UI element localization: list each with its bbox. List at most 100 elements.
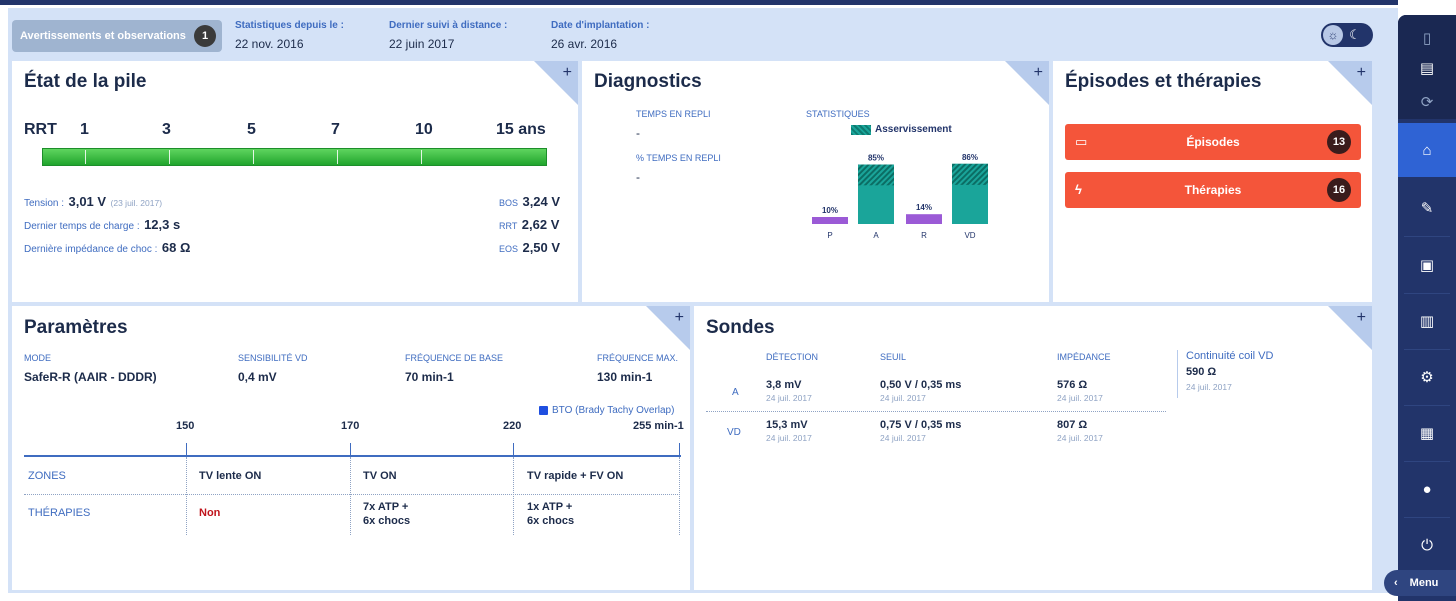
stats-icon[interactable]: ▥ <box>1419 313 1435 330</box>
warnings-label: Avertissements et observations <box>20 30 186 42</box>
ecg-icon: ▭ <box>1075 134 1088 149</box>
lead-a-threshold-date: 24 juil. 2017 <box>880 393 926 403</box>
base-rate-label: FRÉQUENCE DE BASE <box>405 353 504 363</box>
statistics-bar-chart: 10% P 85% A 14% R 86% VD <box>812 153 988 240</box>
diagnostics-title: Diagnostics <box>594 71 702 92</box>
episodes-count-badge: 13 <box>1327 130 1351 154</box>
expand-plus-icon[interactable]: + <box>562 64 572 81</box>
bos-row: BOS 3,24 V <box>499 193 560 211</box>
panel-corner <box>1328 61 1372 105</box>
sensitivity-value: 0,4 mV <box>238 370 277 384</box>
data-label-vd: 86% <box>962 153 978 162</box>
charge-time-label: Dernier temps de charge : <box>24 221 140 232</box>
chart-legend: Asservissement <box>851 124 952 135</box>
sensitivity-label: SENSIBILITÉ VD <box>238 353 308 363</box>
episodes-button[interactable]: ▭ Épisodes 13 <box>1065 124 1361 160</box>
user-icon[interactable]: ● <box>1422 480 1432 498</box>
charge-time-value: 12,3 s <box>144 217 181 232</box>
lead-a-detection: 3,8 mV <box>766 379 802 391</box>
lead-row-vd-chamber: VD <box>727 427 741 438</box>
fallback-pct-label: % TEMPS EN REPLI <box>636 153 721 163</box>
bar-hatch-vd <box>952 163 988 185</box>
print-icon[interactable]: ▤ <box>1419 60 1435 77</box>
leads-title: Sondes <box>706 317 775 338</box>
rate-scale-170: 170 <box>341 420 360 432</box>
implant-date-field: Date d'implantation : 26 avr. 2016 <box>551 20 650 51</box>
shock-impedance-row: Dernière impédance de choc : 68 Ω <box>24 239 190 257</box>
fallback-pct-value: - <box>636 170 640 184</box>
sync-icon[interactable]: ⟳ <box>1420 94 1434 111</box>
theme-toggle[interactable]: ☼ ☾ <box>1321 23 1373 47</box>
therapies-button[interactable]: ϟ Thérapies 16 <box>1065 172 1361 208</box>
warnings-count-badge: 1 <box>194 25 216 47</box>
parameters-title: Paramètres <box>24 317 128 338</box>
rate-scale-255: 255 min-1 <box>633 420 684 432</box>
data-label-a: 85% <box>868 154 884 163</box>
zone-slow-vt: TV lente ON <box>199 470 262 482</box>
tick-label-r: R <box>921 231 927 240</box>
battery-scale-label: RRT <box>24 121 57 138</box>
implant-date-label: Date d'implantation : <box>551 20 650 31</box>
battery-scale-label: 7 <box>331 121 340 138</box>
eos-row: EOS 2,50 V <box>499 239 560 257</box>
parameters-panel: + <box>12 306 690 590</box>
lead-a-impedance: 576 Ω <box>1057 379 1088 391</box>
coil-continuity-value: 590 Ω <box>1186 366 1217 378</box>
expand-plus-icon[interactable]: + <box>1033 64 1043 81</box>
lightning-icon: ϟ <box>1075 182 1082 197</box>
col-impedance: IMPÉDANCE <box>1057 352 1111 362</box>
eos-label: EOS <box>499 244 519 254</box>
leads-panel: + <box>694 306 1372 590</box>
expand-plus-icon[interactable]: + <box>674 309 684 326</box>
rate-axis-line <box>24 455 681 457</box>
stats-since-field: Statistiques depuis le : 22 nov. 2016 <box>235 20 344 51</box>
battery-scale: RRT 1 3 5 7 10 15 ans <box>24 121 1432 141</box>
menu-toggle-button[interactable]: ‹ Menu <box>1384 570 1456 596</box>
legend-swatch <box>851 124 871 135</box>
home-icon[interactable]: ⌂ <box>1398 123 1456 177</box>
voltage-date: (23 juil. 2017) <box>110 198 163 208</box>
voltage-row: Tension : 3,01 V (23 juil. 2017) <box>24 193 162 211</box>
warnings-button[interactable]: Avertissements et observations 1 <box>12 20 222 52</box>
battery-scale-label: 15 ans <box>496 121 546 138</box>
bar-hatch-a <box>858 164 894 186</box>
panel-corner <box>1005 61 1049 105</box>
lead-vd-detection-date: 24 juil. 2017 <box>766 433 812 443</box>
therapy-slow-vt: Non <box>199 507 221 519</box>
expand-plus-icon[interactable]: + <box>1356 309 1366 326</box>
bar-r <box>906 214 942 224</box>
lead-vd-impedance-date: 24 juil. 2017 <box>1057 433 1103 443</box>
therapy-vt: 7x ATP + 6x chocs <box>363 501 411 527</box>
rate-scale-220: 220 <box>503 420 522 432</box>
remote-followup-label: Dernier suivi à distance : <box>389 20 508 31</box>
episodes-icon[interactable]: ▣ <box>1419 257 1435 274</box>
document-icon[interactable]: ▯ <box>1422 30 1432 47</box>
mode-label: MODE <box>24 353 51 363</box>
battery-level-bar <box>42 148 547 166</box>
bos-value: 3,24 V <box>522 194 561 209</box>
tick-label-a: A <box>873 231 879 240</box>
battery-panel: + <box>12 61 578 302</box>
lead-vd-detection: 15,3 mV <box>766 419 808 431</box>
sun-icon: ☼ <box>1323 25 1343 45</box>
lead-row-a-chamber: A <box>732 387 739 398</box>
max-rate-value: 130 min-1 <box>597 370 653 384</box>
episodes-label: Épisodes <box>1186 135 1240 149</box>
rrt-value: 2,62 V <box>521 217 560 232</box>
settings-icon[interactable]: ⚙ <box>1420 369 1434 386</box>
shock-impedance-value: 68 Ω <box>161 240 191 255</box>
coil-continuity-date: 24 juil. 2017 <box>1186 382 1232 392</box>
bos-label: BOS <box>499 198 519 208</box>
leads-icon[interactable]: ✎ <box>1420 200 1434 217</box>
rrt-row: RRT 2,62 V <box>499 216 559 234</box>
coil-continuity-label: Continuité coil VD <box>1186 350 1274 362</box>
battery-scale-label: 1 <box>80 121 89 138</box>
lead-vd-threshold: 0,75 V / 0,35 ms <box>880 419 962 431</box>
expand-plus-icon[interactable]: + <box>1356 64 1366 81</box>
bar-p <box>812 217 848 224</box>
report-icon[interactable]: ▦ <box>1419 425 1435 442</box>
voltage-value: 3,01 V <box>68 194 107 209</box>
episodes-panel: + ▭ Épisodes 13 ϟ Thérapies 16 <box>1053 61 1372 302</box>
zone-fast-vt-vf: TV rapide + FV ON <box>527 470 624 482</box>
power-icon[interactable]: ⏻ <box>1421 536 1433 554</box>
